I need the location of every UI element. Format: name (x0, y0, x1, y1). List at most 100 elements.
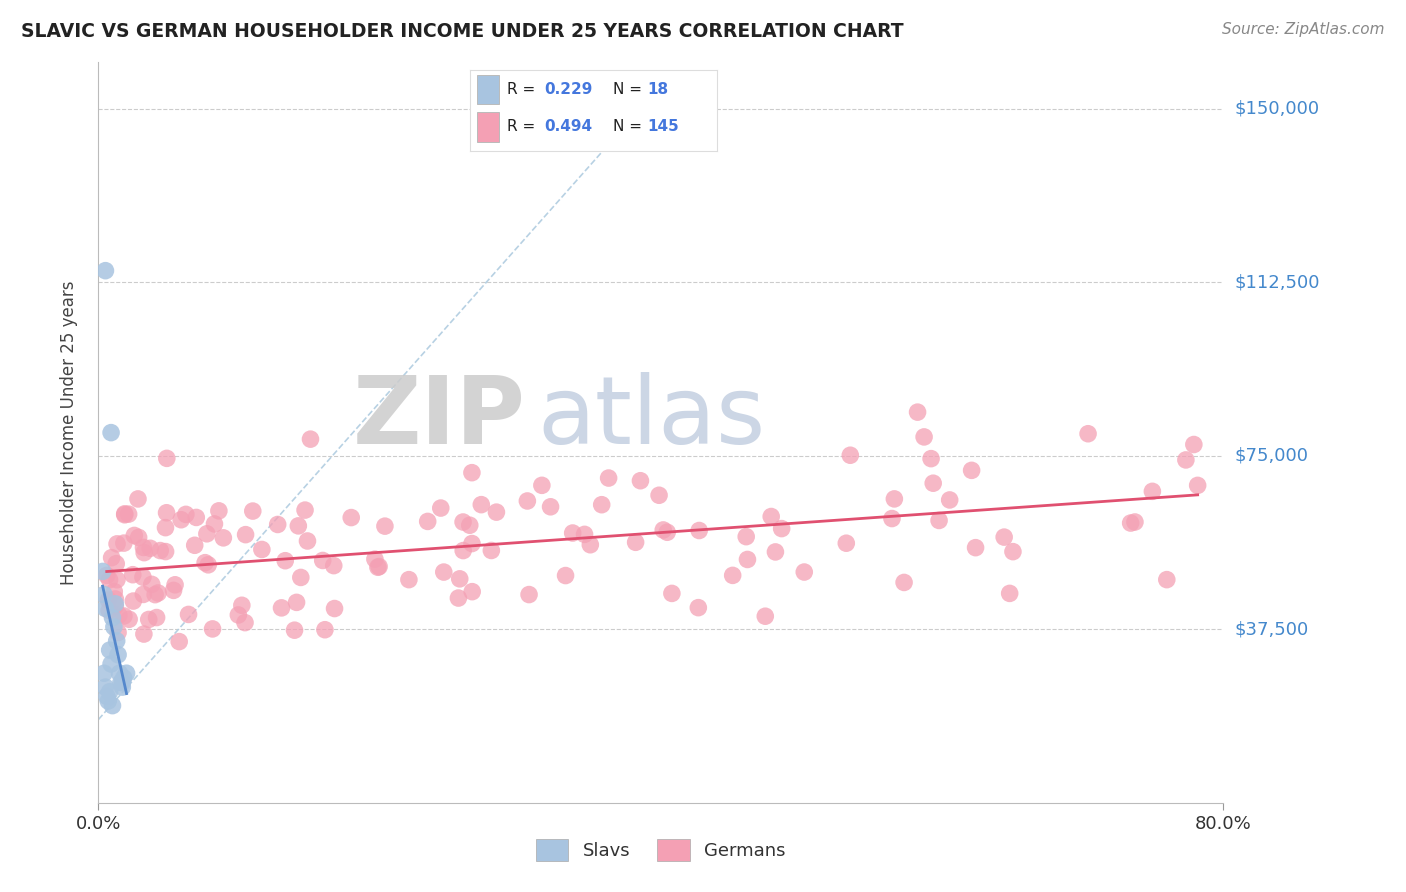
Point (754, 609, 776, 624)
Point (993, 530, 1015, 544)
Point (93, 666, 115, 681)
Text: $75,000: $75,000 (1234, 447, 1309, 465)
Point (770, 522, 793, 536)
Point (688, 600, 710, 615)
Point (107, 625, 129, 640)
Point (104, 592, 127, 607)
Point (374, 519, 396, 533)
Point (920, 451, 942, 466)
Point (364, 552, 387, 566)
Point (108, 666, 131, 681)
Point (648, 488, 671, 502)
Point (461, 466, 484, 480)
Point (416, 515, 439, 529)
Point (143, 588, 166, 602)
Point (103, 584, 125, 599)
Point (267, 517, 290, 532)
Point (98, 603, 121, 617)
Point (998, 586, 1021, 600)
Text: $37,500: $37,500 (1234, 620, 1309, 639)
Point (451, 543, 474, 558)
Point (540, 500, 562, 514)
Point (197, 558, 219, 572)
Point (183, 538, 205, 552)
Point (94, 680, 117, 694)
Point (118, 612, 141, 626)
Point (314, 623, 336, 637)
Point (517, 588, 540, 602)
Point (398, 573, 420, 587)
Point (630, 474, 652, 488)
Point (146, 586, 169, 600)
Point (242, 504, 264, 518)
Point (928, 513, 950, 527)
Point (132, 541, 155, 555)
Point (839, 448, 862, 462)
Point (97, 694, 120, 708)
Point (114, 508, 136, 522)
Point (132, 587, 155, 601)
Point (368, 559, 391, 574)
Point (107, 648, 129, 662)
Point (661, 586, 683, 600)
Point (105, 557, 128, 571)
Point (98, 685, 121, 699)
Point (155, 544, 177, 558)
Point (94, 601, 117, 615)
Point (134, 546, 156, 560)
Point (1174, 453, 1197, 467)
Point (121, 567, 143, 582)
Point (108, 608, 131, 623)
Point (155, 521, 177, 535)
Point (554, 568, 576, 582)
Point (228, 607, 250, 622)
Point (1142, 484, 1164, 499)
Point (530, 478, 553, 492)
Point (1077, 426, 1099, 441)
Point (340, 510, 363, 524)
Point (1182, 437, 1205, 451)
Text: $112,500: $112,500 (1234, 273, 1320, 291)
Point (204, 516, 226, 531)
Point (156, 451, 179, 466)
Point (139, 541, 162, 556)
Point (132, 627, 155, 641)
Point (112, 609, 135, 624)
Point (186, 510, 208, 524)
Point (447, 591, 470, 605)
Point (516, 494, 538, 508)
Point (451, 515, 474, 529)
Point (103, 620, 125, 634)
Point (907, 405, 929, 419)
Point (591, 498, 613, 512)
Text: atlas: atlas (537, 372, 765, 464)
Point (149, 543, 172, 558)
Point (100, 550, 122, 565)
Point (1001, 544, 1024, 558)
Point (294, 503, 316, 517)
Point (312, 553, 335, 567)
Point (96, 690, 118, 704)
Point (283, 623, 305, 637)
Point (652, 523, 675, 537)
Text: SLAVIC VS GERMAN HOUSEHOLDER INCOME UNDER 25 YEARS CORRELATION CHART: SLAVIC VS GERMAN HOUSEHOLDER INCOME UNDE… (21, 22, 904, 41)
Point (170, 513, 193, 527)
Point (145, 610, 167, 624)
Point (115, 666, 138, 681)
Point (287, 519, 309, 533)
Point (112, 671, 135, 685)
Point (688, 524, 710, 538)
Point (835, 536, 858, 550)
Point (367, 560, 389, 574)
Point (96, 568, 118, 582)
Point (250, 542, 273, 557)
Point (141, 577, 163, 591)
Point (110, 675, 132, 690)
Point (574, 527, 596, 541)
Point (101, 698, 124, 713)
Point (132, 570, 155, 584)
Point (960, 463, 983, 477)
Point (458, 518, 481, 533)
Legend: Slavs, Germans: Slavs, Germans (529, 831, 793, 868)
Point (429, 501, 451, 516)
